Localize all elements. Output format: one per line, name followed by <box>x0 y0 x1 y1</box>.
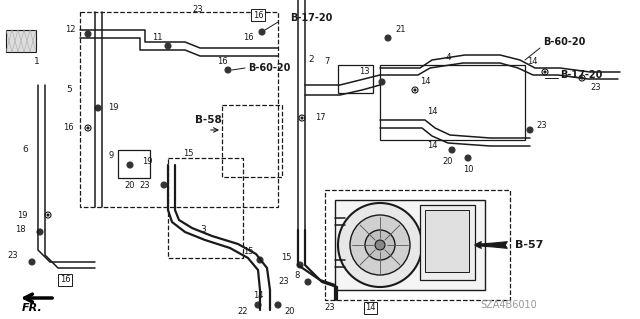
Circle shape <box>379 79 385 85</box>
Text: 23: 23 <box>278 278 289 286</box>
Text: 16: 16 <box>63 123 74 132</box>
Text: 8: 8 <box>294 271 300 279</box>
Circle shape <box>47 214 49 216</box>
Text: 9: 9 <box>109 152 114 160</box>
Text: 6: 6 <box>22 145 28 154</box>
Text: 19: 19 <box>108 103 118 113</box>
Bar <box>335 200 485 290</box>
Circle shape <box>305 279 311 285</box>
Circle shape <box>255 302 261 308</box>
Text: 20: 20 <box>443 158 453 167</box>
Circle shape <box>544 71 546 73</box>
Circle shape <box>542 69 548 75</box>
Text: 4: 4 <box>445 54 451 63</box>
Text: 23: 23 <box>536 121 547 130</box>
Text: 19: 19 <box>142 158 152 167</box>
Circle shape <box>297 262 303 268</box>
Bar <box>168 158 243 258</box>
Bar <box>338 65 373 93</box>
Text: 5: 5 <box>67 85 72 94</box>
Bar <box>222 105 282 177</box>
Circle shape <box>385 35 391 41</box>
Text: 23: 23 <box>590 84 600 93</box>
Text: 22: 22 <box>237 308 248 316</box>
Circle shape <box>225 67 231 73</box>
Text: B-60-20: B-60-20 <box>248 63 291 73</box>
Circle shape <box>301 117 303 119</box>
Circle shape <box>338 203 422 287</box>
Text: 23: 23 <box>140 181 150 189</box>
Text: 2: 2 <box>308 56 314 64</box>
Bar <box>380 65 525 140</box>
Circle shape <box>299 115 305 121</box>
Bar <box>118 150 150 178</box>
Circle shape <box>127 162 133 168</box>
Text: 14: 14 <box>365 303 375 313</box>
Circle shape <box>257 257 263 263</box>
Circle shape <box>259 29 265 35</box>
Text: FR.: FR. <box>22 303 43 313</box>
Text: SZA4B6010: SZA4B6010 <box>480 300 537 310</box>
Circle shape <box>37 229 43 235</box>
Text: 15: 15 <box>243 248 254 256</box>
Circle shape <box>29 259 35 265</box>
Text: 16: 16 <box>60 276 70 285</box>
Circle shape <box>275 302 281 308</box>
Text: 16: 16 <box>253 11 263 19</box>
Text: 1: 1 <box>34 57 40 66</box>
Text: B-60-20: B-60-20 <box>543 37 586 47</box>
Text: 21: 21 <box>395 26 406 34</box>
Text: 23: 23 <box>193 5 204 14</box>
Circle shape <box>375 240 385 250</box>
Text: 23: 23 <box>324 303 335 313</box>
Text: 11: 11 <box>152 33 163 42</box>
Circle shape <box>165 43 171 49</box>
Text: B-17-20: B-17-20 <box>560 70 602 80</box>
Text: 16: 16 <box>243 33 253 42</box>
Text: 10: 10 <box>463 166 473 174</box>
Circle shape <box>414 89 416 91</box>
Text: 14: 14 <box>420 78 431 86</box>
Text: 7: 7 <box>324 57 330 66</box>
Bar <box>425 210 469 272</box>
Circle shape <box>527 127 533 133</box>
Text: 17: 17 <box>315 114 326 122</box>
Text: 14: 14 <box>253 291 263 300</box>
Circle shape <box>412 87 418 93</box>
Text: 16: 16 <box>217 57 227 66</box>
Text: 15: 15 <box>282 254 292 263</box>
Text: B-57: B-57 <box>515 240 543 250</box>
Circle shape <box>87 127 89 129</box>
Text: 19: 19 <box>17 211 28 219</box>
Text: 20: 20 <box>125 181 135 189</box>
Text: 13: 13 <box>360 68 370 77</box>
Text: B-58: B-58 <box>195 115 221 125</box>
Bar <box>420 205 475 280</box>
Circle shape <box>85 31 91 37</box>
Text: 14: 14 <box>427 108 437 116</box>
Bar <box>6 30 36 52</box>
Text: 20: 20 <box>284 308 294 316</box>
Text: 3: 3 <box>200 226 205 234</box>
Circle shape <box>465 155 471 161</box>
Text: 18: 18 <box>15 226 26 234</box>
Bar <box>325 190 510 300</box>
Circle shape <box>95 105 101 111</box>
Circle shape <box>45 212 51 218</box>
Text: 14: 14 <box>427 140 437 150</box>
Circle shape <box>161 182 167 188</box>
Circle shape <box>365 230 395 260</box>
Circle shape <box>581 77 583 79</box>
Circle shape <box>85 125 91 131</box>
Circle shape <box>449 147 455 153</box>
Text: 23: 23 <box>8 250 18 259</box>
Text: B-17-20: B-17-20 <box>290 13 332 23</box>
Text: 15: 15 <box>183 150 193 159</box>
Text: 14: 14 <box>527 57 538 66</box>
Text: 12: 12 <box>65 26 76 34</box>
Circle shape <box>350 215 410 275</box>
Bar <box>80 12 278 207</box>
Circle shape <box>579 75 585 81</box>
